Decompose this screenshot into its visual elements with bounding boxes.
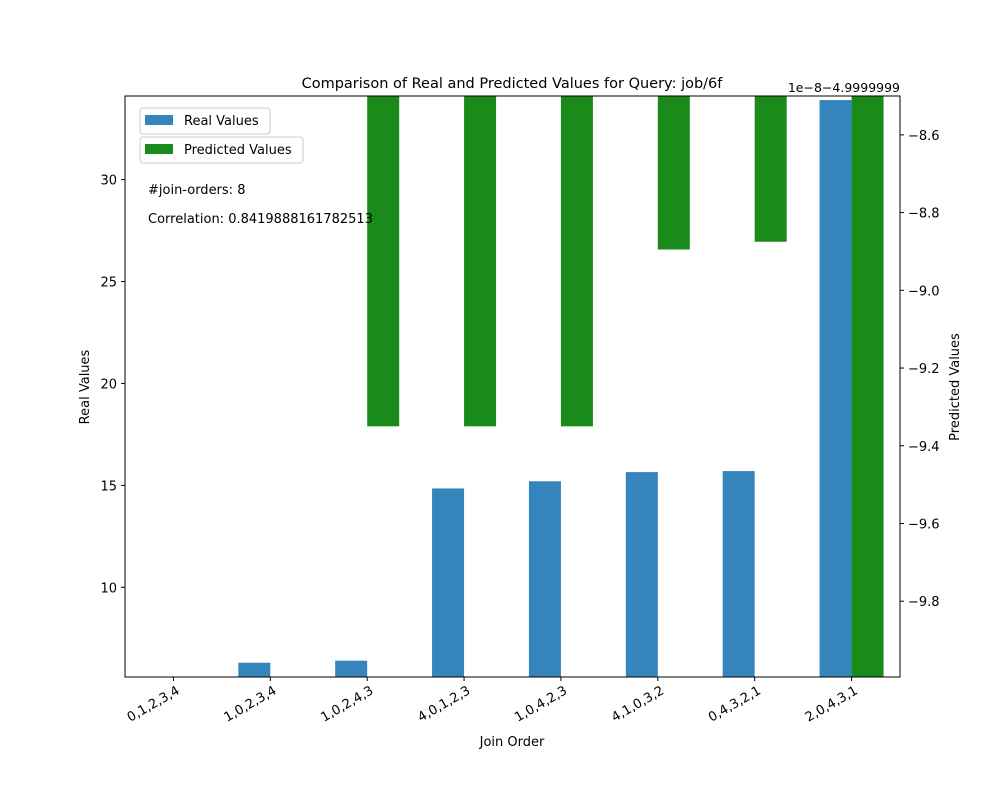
x-tick-label: 0,1,2,3,4 bbox=[125, 683, 183, 725]
x-tick-label: 4,1,0,3,2 bbox=[609, 683, 667, 725]
predicted-value-bar bbox=[560, 96, 593, 427]
predicted-value-bar bbox=[657, 96, 690, 250]
left-y-tick-label: 10 bbox=[100, 581, 117, 596]
chart-title: Comparison of Real and Predicted Values … bbox=[302, 76, 724, 92]
real-value-bar bbox=[528, 481, 561, 677]
x-axis-label: Join Order bbox=[479, 735, 545, 750]
left-y-tick-label: 20 bbox=[100, 377, 117, 392]
x-tick-label: 1,0,2,3,4 bbox=[222, 683, 280, 725]
left-y-tick-label: 30 bbox=[100, 174, 117, 189]
predicted-value-bar bbox=[367, 96, 400, 427]
legend-box bbox=[139, 136, 304, 164]
bars-layer bbox=[238, 96, 884, 677]
x-axis: 0,1,2,3,4 1,0,2,3,4 1,0,2,4,3 4,0,1,2,3 1,0,… bbox=[125, 677, 861, 725]
real-value-bar bbox=[625, 472, 658, 677]
right-y-axis: −8.6 −8.8 −9.0 −9.2 −9.4 −9.6 −9.8 bbox=[900, 129, 940, 610]
legend-swatch bbox=[145, 115, 173, 125]
legend-box bbox=[139, 107, 271, 135]
right-y-tick-label: −9.2 bbox=[908, 362, 940, 377]
legend-swatch bbox=[145, 144, 173, 154]
right-y-tick-label: −8.6 bbox=[908, 129, 940, 144]
right-y-axis-label: Predicted Values bbox=[948, 333, 963, 441]
legend-label: Predicted Values bbox=[184, 143, 292, 158]
predicted-value-bar bbox=[851, 96, 884, 677]
right-axis-offset-label: 1e−8−4.9999999 bbox=[788, 80, 900, 95]
x-tick-label: 1,0,2,4,3 bbox=[319, 683, 377, 725]
left-y-axis: 10 15 20 25 30 bbox=[100, 174, 125, 596]
right-y-tick-label: −9.6 bbox=[908, 517, 940, 532]
left-y-tick-label: 25 bbox=[100, 276, 117, 291]
real-value-bar bbox=[722, 471, 755, 677]
real-value-bar bbox=[238, 662, 271, 677]
legend: Real Values Predicted Values bbox=[139, 107, 304, 164]
predicted-value-bar bbox=[754, 96, 787, 242]
real-value-bar bbox=[335, 660, 368, 677]
annotation-correlation: Correlation: 0.8419888161782513 bbox=[148, 212, 373, 227]
right-y-tick-label: −8.8 bbox=[908, 207, 940, 222]
x-tick-label: 2,0,4,3,1 bbox=[803, 683, 861, 725]
predicted-value-bar bbox=[464, 96, 497, 427]
real-value-bar bbox=[432, 488, 465, 677]
x-tick-label: 1,0,4,2,3 bbox=[512, 683, 570, 725]
right-y-tick-label: −9.0 bbox=[908, 284, 940, 299]
x-tick-label: 4,0,1,2,3 bbox=[415, 683, 473, 725]
left-y-axis-label: Real Values bbox=[78, 349, 93, 424]
right-y-tick-label: −9.4 bbox=[908, 440, 940, 455]
left-y-tick-label: 15 bbox=[100, 479, 117, 494]
x-tick-label: 0,4,3,2,1 bbox=[706, 683, 764, 725]
plot-frame bbox=[124, 95, 901, 678]
right-y-tick-label: −9.8 bbox=[908, 595, 940, 610]
real-value-bar bbox=[819, 100, 852, 677]
annotation-join-orders: #join-orders: 8 bbox=[148, 183, 245, 198]
legend-label: Real Values bbox=[184, 114, 259, 129]
